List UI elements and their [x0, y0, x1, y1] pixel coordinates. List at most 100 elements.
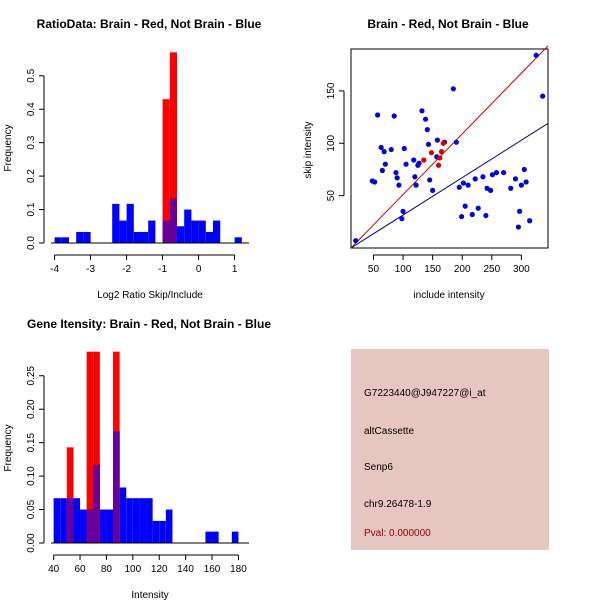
gene-name-text: Senp6 — [364, 462, 393, 473]
genomic-location-text: chr9.26478-1.9 — [364, 499, 432, 510]
scatter-point-not-brain — [375, 112, 381, 118]
scatter-point-not-brain — [515, 224, 522, 230]
scatter-point-not-brain — [518, 182, 524, 188]
x-tick-label: 250 — [483, 264, 500, 275]
scatter-point-not-brain — [493, 169, 500, 176]
hist-bar-not-brain — [61, 237, 69, 243]
scatter-point-not-brain — [378, 144, 384, 151]
y-tick-label: 100 — [326, 134, 337, 151]
scatter-point-not-brain — [480, 174, 486, 180]
scatter-point-not-brain — [372, 179, 378, 185]
hist-bar-not-brain — [205, 531, 213, 543]
scatter-point-not-brain — [517, 208, 523, 214]
scatter-point-brain — [437, 155, 443, 161]
x-tick-label: 1 — [232, 264, 238, 275]
hist-bar-not-brain — [159, 520, 166, 543]
hist-bar-not-brain — [231, 531, 239, 543]
scatter-point-not-brain — [508, 185, 514, 191]
y-tick-label: 0.00 — [26, 533, 37, 553]
not-brain-fit-line — [350, 122, 549, 249]
scatter-point-not-brain — [393, 169, 399, 176]
hist-bar-not-brain — [80, 509, 87, 543]
scatter-point-brain — [428, 150, 435, 156]
y-tick-label: 0.3 — [26, 135, 37, 149]
hist-bar-not-brain — [73, 498, 81, 543]
x-tick-label: 120 — [151, 564, 168, 575]
hist-bar-not-brain — [148, 220, 156, 243]
scatter-point-not-brain — [459, 213, 465, 220]
info-panel: G7223440@J947227@i_at altCassette Senp6 … — [351, 349, 549, 550]
hist-bar-not-brain — [83, 231, 91, 243]
scatter-point-not-brain — [422, 116, 429, 122]
scatter-title: Brain - Red, Not Brain - Blue — [367, 17, 529, 31]
scatter-point-not-brain — [394, 175, 400, 181]
hist-bar-not-brain — [53, 498, 61, 543]
intensity-scatter: Brain - Red, Not Brain - Blue include in… — [303, 17, 549, 301]
hist-bar-not-brain — [205, 231, 213, 243]
hist-bar-overlap — [86, 509, 94, 543]
x-tick-label: 140 — [177, 564, 194, 575]
scatter-point-not-brain — [453, 139, 459, 145]
info-panel-background — [351, 349, 549, 550]
brain-fit-line — [350, 45, 549, 249]
x-tick-label: 150 — [424, 264, 441, 275]
x-tick-label: 100 — [395, 264, 412, 275]
hist-bar-overlap — [162, 220, 170, 243]
scatter-point-brain — [438, 149, 445, 155]
hist-bar-not-brain — [76, 231, 84, 243]
ratio-histogram-title: RatioData: Brain - Red, Not Brain - Blue — [37, 17, 262, 31]
y-tick-label: 0.0 — [26, 236, 37, 250]
scatter-point-not-brain — [488, 187, 494, 193]
hist-bar-not-brain — [119, 220, 127, 243]
hist-bar-not-brain — [132, 498, 140, 543]
scatter-point-not-brain — [521, 166, 527, 173]
hist-bar-not-brain — [54, 237, 62, 243]
hist-bar-overlap — [113, 431, 120, 543]
hist-bar-not-brain — [60, 498, 67, 543]
scatter-point-not-brain — [533, 52, 539, 58]
ratio-histogram-xlabel: Log2 Ratio Skip/Include — [97, 290, 203, 301]
gene-histogram-title: Gene Itensity: Brain - Red, Not Brain - … — [27, 317, 271, 331]
hist-bar-not-brain — [146, 498, 153, 543]
probe-id-text: G7223440@J947227@i_at — [364, 388, 486, 399]
scatter-point-not-brain — [381, 149, 387, 155]
hist-bar-not-brain — [212, 531, 219, 543]
scatter-point-not-brain — [430, 187, 436, 193]
x-tick-label: -1 — [158, 264, 167, 275]
scatter-point-brain — [440, 140, 446, 146]
hist-bar-not-brain — [126, 203, 134, 243]
scatter-point-not-brain — [353, 238, 359, 244]
hist-bar-not-brain — [141, 231, 149, 243]
hist-bar-brain — [86, 351, 94, 543]
hist-bar-not-brain — [119, 487, 127, 543]
hist-bar-not-brain — [177, 226, 185, 243]
hist-bar-overlap — [169, 198, 177, 243]
hist-bar-not-brain — [126, 498, 133, 543]
gene-intensity-histogram: Gene Itensity: Brain - Red, Not Brain - … — [3, 317, 271, 601]
y-tick-label: 0.05 — [26, 499, 37, 519]
hist-bar-not-brain — [106, 509, 114, 543]
hist-bar-not-brain — [152, 520, 160, 543]
scatter-point-not-brain — [427, 177, 433, 183]
x-tick-label: -4 — [50, 264, 59, 275]
scatter-point-not-brain — [419, 108, 425, 114]
y-tick-label: 0.2 — [26, 169, 37, 183]
scatter-point-not-brain — [416, 160, 422, 166]
scatter-ylabel: skip intensity — [303, 121, 314, 178]
y-tick-label: 0.20 — [26, 399, 37, 419]
scatter-point-not-brain — [400, 208, 406, 214]
hist-bar-not-brain — [213, 220, 221, 243]
hist-bar-not-brain — [234, 237, 242, 243]
scatter-point-not-brain — [434, 137, 440, 143]
scatter-point-not-brain — [523, 179, 529, 185]
scatter-point-not-brain — [425, 141, 432, 147]
scatter-point-not-brain — [399, 216, 405, 222]
hist-bar-not-brain — [184, 209, 192, 243]
y-tick-label: 0.4 — [26, 102, 37, 116]
y-tick-label: 0.5 — [26, 68, 37, 82]
pval-text: Pval: 0.000000 — [364, 528, 431, 539]
scatter-point-not-brain — [411, 157, 417, 163]
ratio-histogram-ylabel: Frequency — [3, 124, 14, 171]
x-tick-label: 160 — [204, 564, 221, 575]
hist-bar-brain — [66, 447, 74, 543]
